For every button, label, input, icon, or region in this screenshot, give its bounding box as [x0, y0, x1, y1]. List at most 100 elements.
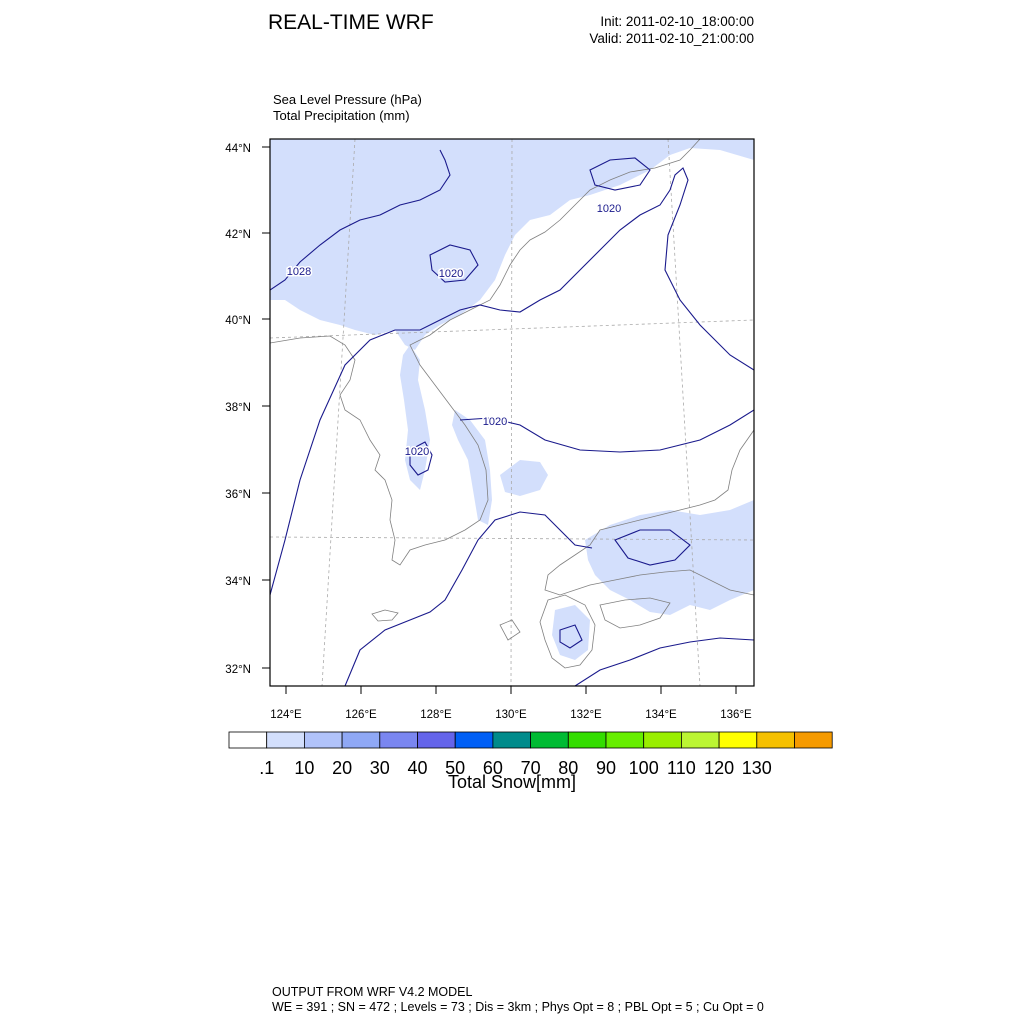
isobar-japan-small [614, 529, 691, 566]
isobar-north-cell [429, 244, 479, 283]
lon-tick: 124°E [270, 686, 302, 721]
isobar-label: 1020 [439, 268, 463, 280]
lon-label: 134°E [645, 709, 677, 721]
isobar-northeast-cell [589, 157, 651, 191]
colorbar-swatch [303, 731, 343, 749]
lat-tick: 40°N [225, 315, 270, 327]
gridline-135e [667, 139, 701, 686]
colorbar-tick-label: 10 [294, 758, 314, 778]
lon-tick: 128°E [420, 686, 452, 721]
colorbar-swatch [454, 731, 494, 749]
field-label-precip: Total Precipitation (mm) [273, 108, 410, 123]
isobar-peninsula-small [409, 441, 433, 476]
precip-area-peninsula [400, 345, 430, 490]
isobar-label: 1020 [483, 416, 507, 428]
colorbar-swatch [718, 731, 758, 749]
lat-tick: 32°N [225, 664, 270, 676]
gridline-130e [510, 139, 513, 686]
gridline-125e [321, 139, 356, 686]
lon-tick: 136°E [720, 686, 752, 721]
lon-label: 136°E [720, 709, 752, 721]
coast-kyushu [539, 594, 596, 669]
lat-tick: 36°N [225, 489, 270, 501]
colorbar-swatch [228, 731, 268, 749]
gridline-40n [270, 319, 754, 339]
lat-label: 42°N [225, 229, 251, 241]
colorbar-tick-label: 90 [596, 758, 616, 778]
colorbar-tick-label: 20 [332, 758, 352, 778]
sea-level-pressure-contours [270, 149, 754, 686]
isobar-label: 1020 [597, 203, 621, 215]
isobar-1020-sea [459, 409, 754, 453]
lon-tick: 126°E [345, 686, 377, 721]
precip-shading [270, 139, 754, 660]
colorbar-tick-label: 70 [521, 758, 541, 778]
lon-tick: 130°E [495, 686, 527, 721]
colorbar-swatch [530, 731, 569, 749]
isobar-1020-main [270, 167, 754, 596]
colorbar-tick-label: 120 [704, 758, 734, 778]
colorbar-swatch [756, 731, 795, 749]
coastlines [270, 139, 754, 669]
lat-tick: 44°N [225, 143, 270, 155]
lat-tick: 34°N [225, 576, 270, 588]
colorbar-swatch [643, 731, 682, 749]
colorbar-tick-label: 30 [370, 758, 390, 778]
init-time: Init: 2011-02-10_18:00:00 [600, 14, 754, 29]
isobar-labels: 1028 1020 1020 1020 1020 [285, 202, 622, 460]
valid-time: Valid: 2011-02-10_21:00:00 [589, 31, 754, 46]
lat-tick: 38°N [225, 402, 270, 414]
colorbar-label: Total Snow[mm] [447, 772, 577, 792]
colorbar-tick-label: 130 [742, 758, 772, 778]
lon-label: 126°E [345, 709, 377, 721]
precip-area-east-coast [452, 410, 492, 525]
lat-label: 38°N [225, 402, 251, 414]
precip-area-sea [500, 460, 548, 496]
isobar-label: 1028 [287, 266, 311, 278]
coast-islands-west [499, 619, 521, 641]
coast-shikoku [599, 597, 671, 629]
lon-tick: 134°E [645, 686, 677, 721]
colorbar-tick-label: 110 [667, 758, 696, 778]
colorbar-swatch [417, 731, 456, 749]
map-gridlines [270, 139, 754, 686]
precip-area-north [270, 139, 754, 350]
colorbar-tick-label: .1 [259, 758, 274, 778]
coast-honshu [544, 429, 754, 596]
colorbar-tick-label: 80 [558, 758, 578, 778]
chart-title: REAL-TIME WRF [268, 11, 434, 34]
colorbar-swatch [681, 731, 720, 749]
colorbar-swatch [341, 731, 381, 749]
map-frame [269, 138, 755, 687]
colorbar-tick-label: 50 [445, 758, 465, 778]
precip-area-kyushu [552, 605, 590, 660]
isobar-1028-west [270, 149, 451, 291]
lon-tick: 132°E [570, 686, 602, 721]
lat-label: 44°N [225, 143, 251, 155]
lon-label: 130°E [495, 709, 527, 721]
lat-tick: 42°N [225, 229, 270, 241]
lat-label: 36°N [225, 489, 251, 501]
latitude-axis: 44°N 42°N 40°N 38°N 36°N 34°N 32°N [225, 143, 270, 676]
lat-label: 34°N [225, 576, 251, 588]
colorbar-swatch [266, 731, 305, 749]
isobar-label: 1020 [405, 446, 429, 458]
lat-label: 32°N [225, 664, 251, 676]
lon-label: 124°E [270, 709, 302, 721]
isobar-kyushu-small [559, 624, 583, 649]
lat-label: 40°N [225, 315, 251, 327]
colorbar: .1 10 20 30 40 50 60 70 80 90 100 110 120 130 [228, 731, 833, 778]
colorbar-swatch [794, 731, 833, 749]
colorbar-swatch [379, 731, 418, 749]
colorbar-tick-label: 40 [407, 758, 427, 778]
isobar-south [344, 511, 593, 686]
field-label-pressure: Sea Level Pressure (hPa) [273, 92, 422, 107]
gridline-35n [270, 536, 754, 541]
coast-jeju [371, 609, 399, 622]
colorbar-swatch [605, 731, 645, 749]
precip-area-japan [585, 500, 754, 615]
footer-model: OUTPUT FROM WRF V4.2 MODEL [272, 985, 473, 999]
map-content: 1028 1020 1020 1020 1020 [270, 139, 754, 686]
colorbar-tick-label: 60 [483, 758, 503, 778]
